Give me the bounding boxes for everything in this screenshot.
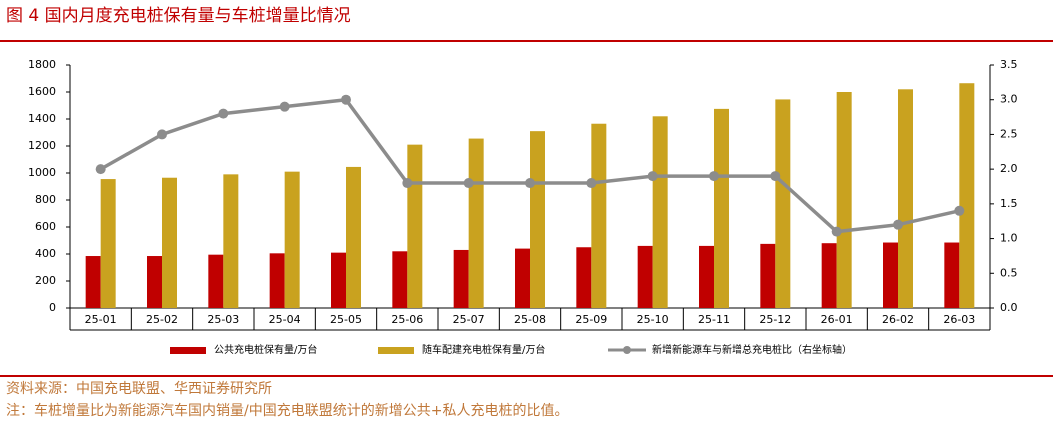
y2-tick-label: 2.0 <box>1000 162 1018 175</box>
bar <box>162 177 177 308</box>
y-tick-label: 800 <box>35 193 56 206</box>
bar <box>760 243 776 308</box>
x-tick-label: 26-01 <box>821 313 853 326</box>
y2-tick-label: 1.5 <box>1000 197 1018 210</box>
x-tick-label: 25-08 <box>514 313 546 326</box>
line-point <box>586 178 597 189</box>
x-tick-label: 25-04 <box>269 313 301 326</box>
bar <box>591 123 607 308</box>
y-tick-label: 1600 <box>28 85 56 98</box>
bar <box>576 247 592 308</box>
line-point <box>95 164 106 175</box>
title: 图 4 国内月度充电桩保有量与车桩增量比情况 <box>6 6 351 26</box>
bar <box>223 174 239 308</box>
y-tick-label: 600 <box>35 220 56 233</box>
line-point <box>218 108 229 119</box>
y-tick-label: 0 <box>49 301 56 314</box>
legend-label: 新增新能源车与新增总充电桩比（右坐标轴） <box>652 343 852 356</box>
bar <box>407 144 423 308</box>
x-tick-label: 26-03 <box>943 313 975 326</box>
bar <box>883 242 898 308</box>
x-tick-label: 25-06 <box>391 313 423 326</box>
bar <box>284 171 300 308</box>
legend-swatch <box>170 347 206 354</box>
x-tick-label: 25-01 <box>85 313 117 326</box>
bar <box>515 248 530 308</box>
y-tick-label: 200 <box>35 274 56 287</box>
bar <box>392 251 408 308</box>
bar <box>944 242 960 308</box>
bar <box>775 99 791 308</box>
line-point <box>402 178 413 189</box>
bar <box>652 116 668 308</box>
bar <box>453 249 469 308</box>
y-tick-label: 1400 <box>28 112 56 125</box>
bar <box>208 254 224 308</box>
y2-tick-label: 3.5 <box>1000 58 1018 71</box>
line-point <box>525 178 535 189</box>
source: 资料来源：中国充电联盟、华西证券研究所 <box>6 381 272 397</box>
bar <box>331 252 346 308</box>
note: 注：车桩增量比为新能源汽车国内销量/中国充电联盟统计的新增公共+私人充电桩的比值… <box>6 402 568 419</box>
x-tick-label: 25-12 <box>759 313 791 326</box>
line-point <box>893 219 903 230</box>
line-point <box>279 101 290 112</box>
bar <box>269 253 285 308</box>
y2-tick-label: 1.0 <box>1000 232 1018 245</box>
y2-tick-label: 0.5 <box>1000 266 1018 279</box>
bar <box>147 256 162 308</box>
legend-label: 公共充电桩保有量/万台 <box>214 343 317 356</box>
bar <box>346 166 361 308</box>
x-tick-label: 25-03 <box>207 313 239 326</box>
y2-tick-label: 3.0 <box>1000 93 1018 106</box>
x-tick-label: 25-10 <box>637 313 669 326</box>
bar <box>468 138 484 308</box>
line-point <box>831 226 842 237</box>
bar <box>530 131 545 308</box>
line-point <box>157 129 167 140</box>
legend-label: 随车配建充电桩保有量/万台 <box>422 343 545 356</box>
y-tick-label: 1200 <box>28 139 56 152</box>
bar <box>959 83 975 308</box>
x-tick-label: 25-07 <box>453 313 485 326</box>
line-point <box>954 205 965 216</box>
bar <box>100 179 116 308</box>
bar <box>898 89 913 308</box>
x-tick-label: 25-09 <box>575 313 607 326</box>
y-tick-label: 1800 <box>28 58 56 71</box>
y2-tick-label: 2.5 <box>1000 127 1018 140</box>
bar <box>85 256 101 308</box>
legend-swatch <box>623 346 631 354</box>
x-tick-label: 25-05 <box>330 313 362 326</box>
y2-tick-label: 0.0 <box>1000 301 1018 314</box>
x-tick-label: 26-02 <box>882 313 914 326</box>
line-point <box>463 178 474 189</box>
bar <box>714 108 729 308</box>
line-point <box>709 171 719 182</box>
legend-swatch <box>378 347 414 354</box>
bar <box>836 92 852 308</box>
bar <box>821 243 837 308</box>
y-tick-label: 1000 <box>28 166 56 179</box>
x-tick-label: 25-11 <box>698 313 730 326</box>
line-point <box>770 171 781 182</box>
bar <box>637 245 653 308</box>
x-tick-label: 25-02 <box>146 313 178 326</box>
line-point <box>647 171 658 182</box>
line-point <box>341 94 351 105</box>
bar <box>699 245 714 308</box>
y-tick-label: 400 <box>35 247 56 260</box>
